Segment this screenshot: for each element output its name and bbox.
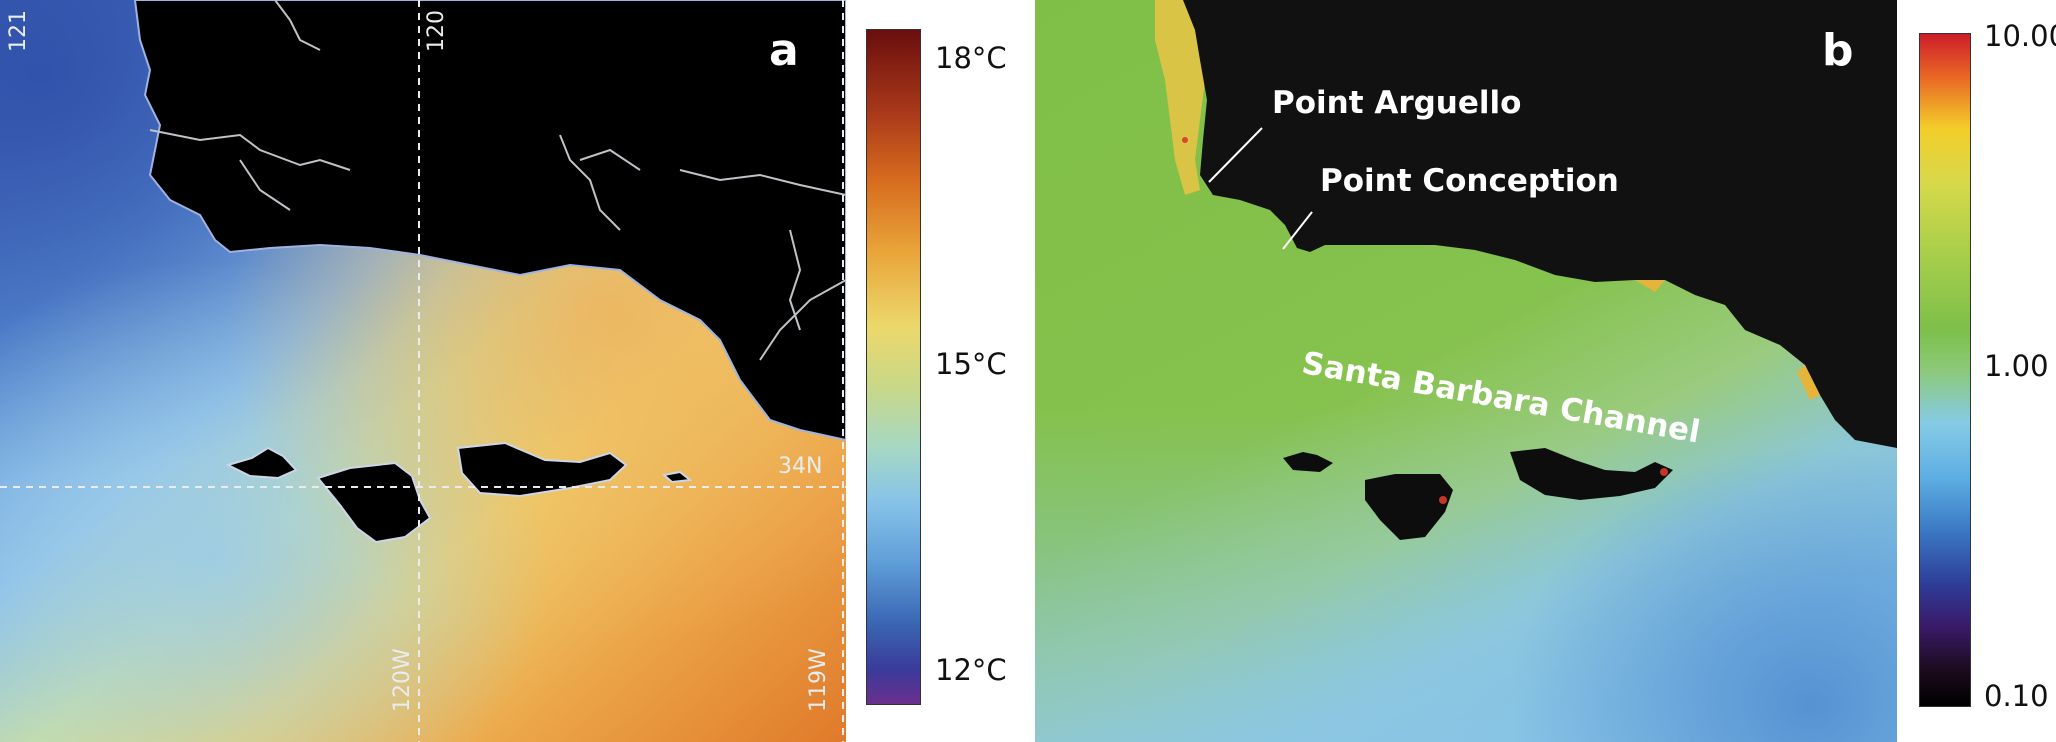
chlorophyll-map-image [1035, 0, 1897, 742]
longitude-label-120w: 120W [390, 648, 415, 712]
channel-islands [1283, 448, 1673, 540]
colorbar-a-tick-min: 12°C [935, 653, 1007, 687]
chlorophyll-map-panel: b Point Arguello Point Conception Santa … [1035, 0, 1897, 742]
mainland [1183, 0, 1897, 448]
island-santa-rosa [316, 461, 432, 544]
island-santa-rosa [1365, 474, 1453, 540]
colorbar-b-tick-max: 10.00 [1984, 19, 2056, 53]
callout-lines [1208, 127, 1313, 250]
colorbar-a-tick-max: 18°C [935, 41, 1007, 75]
island-san-miguel [225, 446, 298, 480]
colorbar-b-tick-mid: 1.00 [1984, 349, 2049, 383]
island-santa-cruz [1510, 448, 1673, 500]
longitude-label-119w: 119W [806, 648, 831, 712]
longitude-label-121: 121 [6, 10, 31, 52]
sst-map-panel: a 121 120 34N 120W 119W [0, 0, 846, 742]
rivers [149, 0, 846, 361]
lat-lon-grid [0, 0, 846, 742]
label-point-conception: Point Conception [1320, 163, 1619, 199]
latitude-label-34n: 34N [778, 454, 823, 479]
channel-islands [225, 441, 693, 544]
panel-letter: a [769, 25, 799, 76]
island-san-miguel [1283, 452, 1333, 472]
panel-letter: b [1822, 25, 1854, 76]
sst-map-image [0, 0, 846, 742]
colorbar-b-tick-min: 0.10 [1984, 679, 2049, 713]
temperature-colorbar [866, 29, 921, 705]
mainland [133, 0, 846, 442]
island-anacapa [661, 470, 693, 484]
island-santa-cruz [456, 441, 628, 498]
label-point-arguello: Point Arguello [1272, 85, 1522, 121]
colorbar-a-tick-mid: 15°C [935, 347, 1007, 381]
longitude-label-120-top: 120 [424, 10, 449, 52]
chlorophyll-colorbar [1919, 33, 1971, 707]
